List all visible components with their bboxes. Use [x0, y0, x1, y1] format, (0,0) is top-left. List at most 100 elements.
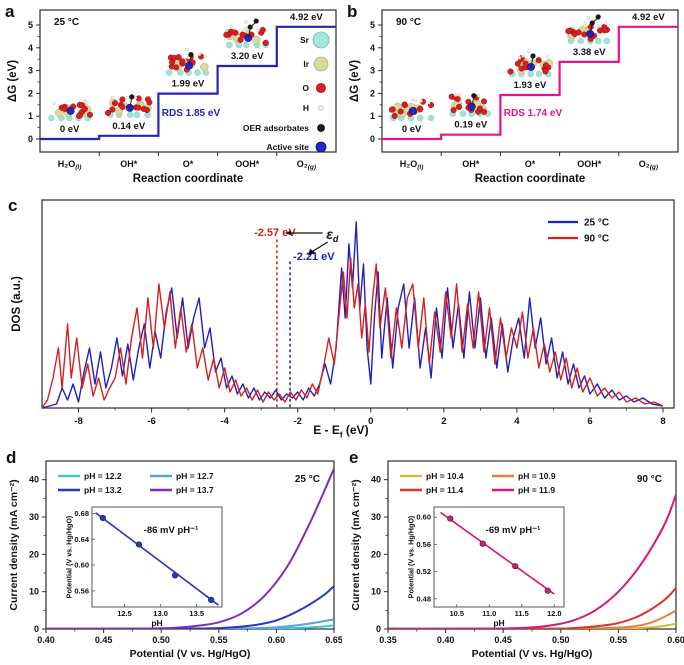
y-tick-label: 4	[28, 43, 33, 53]
inset-y-tick: 0.60	[416, 513, 431, 522]
x-axis-title: Potential (V vs. Hg/HgO)	[130, 648, 251, 660]
y-tick-label: 30	[29, 512, 39, 522]
dos-legend: 25 °C 90 °C	[548, 218, 609, 245]
legend-atom-label: Active site	[266, 142, 309, 152]
legend-atom-label: H	[303, 103, 309, 113]
x-category-label: O₂(g)	[639, 159, 658, 171]
y-axis-title: Current density (mA cm⁻²)	[8, 479, 20, 610]
y-tick-label: 30	[371, 512, 381, 522]
y-tick-label: 40	[29, 475, 39, 485]
panel-c-letter: c	[8, 196, 18, 215]
x-tick-label: 2	[441, 416, 446, 427]
inset-x-tick: 13.0	[153, 609, 168, 618]
gibbs-plot: 0 1 2 3 4 5 H₂O(l) OH* O* OOH* O₂(g) Reaction coord…	[349, 9, 679, 185]
x-tick-label: 4	[514, 416, 520, 427]
legend-label: pH = 12.2	[84, 471, 122, 481]
panel-a-chart: 0 1 2 3 4 5 H₂O(l) OH* O* OOH* O₂(g) Reaction coord…	[7, 9, 337, 185]
panel-a-gibbs-25c: 0 1 2 3 4 5 H₂O(l) OH* O* OOH* O₂(g) Reaction coord…	[0, 0, 342, 190]
legend-atom-swatch	[312, 31, 330, 49]
lsv-curve-10.9	[388, 609, 676, 629]
x-category-label: O*	[525, 159, 536, 169]
inset-x-tick: 11.0	[482, 609, 496, 618]
ed-value-90c: -2.57 eV	[254, 227, 296, 239]
y-tick-label: 20	[371, 549, 381, 559]
inset-x-tick: 11.5	[515, 609, 529, 618]
x-category-label: H₂O(l)	[400, 159, 424, 171]
lsv-curve-13.7	[46, 468, 334, 629]
inset-slope-label: -86 mV pH⁻¹	[144, 525, 199, 536]
panel-e-lsv-90c: 0 10 20 30 40 0.35 0.40 0.45 0.50 0.55 0.60 Potenti…	[342, 445, 684, 665]
legend-label: pH = 11.9	[518, 485, 555, 495]
legend-label: 90 °C	[584, 234, 609, 245]
x-category-label: H₂O(l)	[58, 159, 82, 171]
inset-x-tick: 12.0	[547, 609, 562, 618]
y-tick-label: 5	[28, 20, 33, 30]
x-category-label: OH*	[120, 159, 138, 169]
step-energy-label: 3.38 eV	[573, 47, 606, 58]
step-energy-label: 0.14 eV	[112, 121, 145, 132]
legend-atom-swatch	[317, 124, 325, 132]
x-tick-label: 6	[587, 416, 592, 427]
x-tick-label: 0.45	[494, 635, 512, 645]
x-axis-title: Reaction coordinate	[133, 173, 244, 185]
inset-data-point	[99, 514, 106, 522]
y-tick-label: 2	[28, 88, 33, 98]
x-axis-title: Reaction coordinate	[475, 173, 586, 185]
temperature-label: 25 °C	[54, 17, 79, 28]
step-energy-label: 4.92 eV	[632, 12, 665, 23]
ed-arrow-down	[311, 241, 328, 253]
y-axis-title: Current density (mA cm⁻²)	[350, 479, 362, 610]
x-tick-label: -8	[74, 416, 82, 427]
x-tick-label: 0.40	[37, 635, 55, 645]
x-category-label: O₂(g)	[297, 159, 316, 171]
x-tick-label: 0.60	[667, 635, 684, 645]
structure-inset	[48, 99, 94, 122]
step-energy-label: 4.92 eV	[290, 12, 323, 23]
x-axis-title: Potential (V vs. Hg/HgO)	[472, 648, 593, 660]
y-tick-label: 10	[29, 587, 39, 597]
x-tick-label: 0.55	[610, 635, 628, 645]
x-tick-label: 0.55	[210, 635, 228, 645]
y-tick-label: 1	[28, 111, 33, 121]
y-tick-label: 4	[370, 43, 375, 53]
temperature-label: 90 °C	[637, 474, 662, 485]
x-category-label: O*	[183, 159, 194, 169]
inset-x-tick: 12.5	[117, 609, 132, 618]
inset-y-axis-title: Potential (V vs. Hg/HgO)	[65, 515, 74, 598]
ph-legend: pH = 10.4 pH = 10.9 pH = 11.4 pH = 11.9	[400, 471, 556, 495]
inset-fit-line	[95, 512, 219, 606]
rds-label: RDS 1.85 eV	[162, 108, 221, 119]
y-axis-title: DOS (a.u.)	[11, 276, 23, 332]
x-category-label: OH*	[462, 159, 480, 169]
y-tick-label: 0	[376, 624, 381, 634]
tafel-inset: 12.5 13.0 13.5 0.56 0.60 0.64 0.68 -86 mV pH⁻¹ P…	[65, 505, 224, 628]
inset-slope-label: -69 mV pH⁻¹	[486, 525, 541, 536]
step-energy-label: 0 eV	[402, 124, 422, 135]
legend-atom-label: Ir	[303, 59, 309, 69]
structure-inset	[165, 47, 210, 76]
y-axis-title: ΔG (eV)	[349, 60, 361, 102]
inset-data-point	[135, 541, 143, 548]
x-tick-label: 0.60	[268, 635, 286, 645]
inset-y-tick: 0.52	[416, 567, 431, 576]
legend-atom-swatch	[315, 141, 327, 153]
x-tick-label: -4	[220, 416, 229, 427]
x-tick-label: 0.45	[95, 635, 113, 645]
inset-y-tick: 0.48	[416, 594, 431, 603]
panel-e-letter: e	[349, 448, 359, 467]
ed-value-25c: -2.21 eV	[293, 251, 335, 263]
panel-b-letter: b	[347, 2, 358, 21]
inset-y-axis-title: Potential (V vs. Hg/HgO)	[407, 515, 416, 598]
legend-atom-swatch	[318, 105, 324, 111]
x-tick-label: -6	[147, 416, 155, 427]
panel-b-chart: 0 1 2 3 4 5 H₂O(l) OH* O* OOH* O₂(g) Reaction coord…	[349, 9, 679, 185]
x-tick-label: 0.35	[379, 635, 397, 645]
y-axis-title: ΔG (eV)	[7, 60, 19, 102]
y-tick-label: 0	[34, 624, 39, 634]
y-tick-label: 3	[28, 66, 33, 76]
inset-data-point	[208, 596, 215, 604]
x-tick-label: 0.50	[152, 635, 170, 645]
inset-x-tick: 13.5	[189, 609, 204, 618]
